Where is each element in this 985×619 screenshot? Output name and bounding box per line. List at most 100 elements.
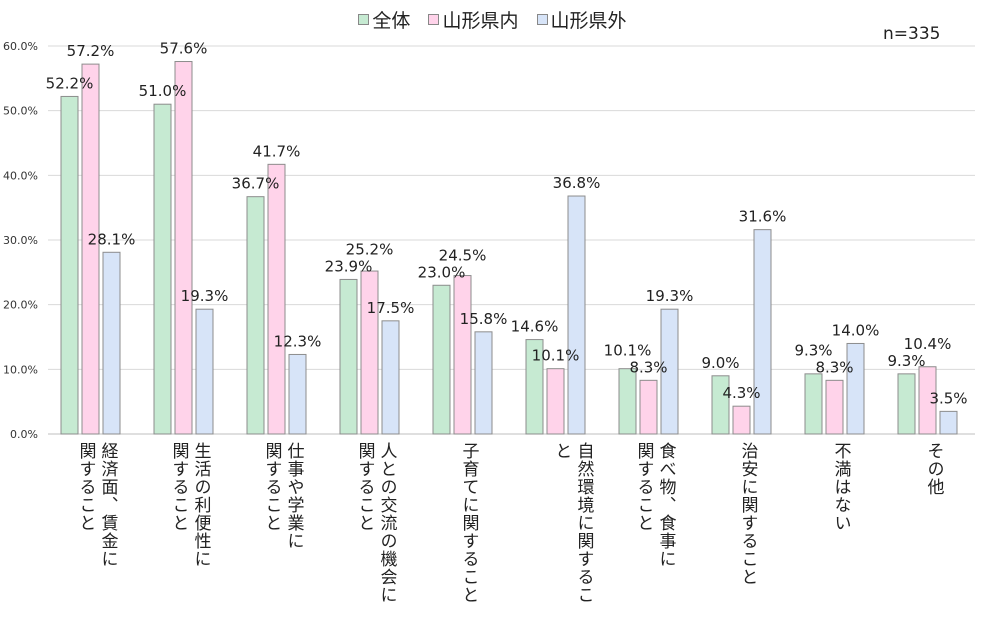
data-label: 10.1%	[532, 347, 580, 365]
bar	[339, 278, 358, 435]
bar	[918, 366, 937, 435]
bar	[288, 353, 307, 435]
data-label: 10.4%	[904, 335, 952, 353]
x-tick-label-line: 生活の利便性に	[190, 442, 211, 568]
data-label: 10.1%	[604, 341, 652, 359]
x-tick-label: 自然環境に関すること	[551, 442, 595, 619]
data-label: 23.0%	[418, 263, 466, 281]
data-label: 19.3%	[181, 287, 229, 305]
bar	[711, 375, 730, 435]
bar	[846, 342, 865, 435]
data-label: 23.9%	[325, 257, 373, 275]
y-tick-label: 40.0%	[3, 169, 38, 182]
x-tick-label: 生活の利便性に 関すること	[168, 442, 212, 568]
data-label: 31.6%	[739, 208, 787, 226]
data-label: 57.6%	[160, 40, 208, 58]
data-label: 57.2%	[67, 42, 115, 60]
bar	[381, 320, 400, 435]
data-label: 52.2%	[46, 74, 94, 92]
bar	[897, 373, 916, 435]
x-tick-label-line: 子育てに関すること	[458, 442, 479, 604]
bar	[453, 275, 472, 435]
data-label: 19.3%	[646, 287, 694, 305]
x-tick-label-line: 不満はない	[830, 442, 851, 532]
x-tick-label-line: 関すること	[633, 442, 654, 532]
data-label: 41.7%	[253, 142, 301, 160]
bar	[804, 373, 823, 435]
legend-label: 全体	[372, 10, 411, 32]
x-tick-label: 経済面、賃金に 関すること	[75, 442, 119, 568]
y-tick-label: 50.0%	[3, 105, 38, 118]
bar	[81, 63, 100, 435]
bar	[567, 195, 586, 435]
data-label: 9.3%	[794, 341, 832, 359]
x-tick-label: 不満はない	[830, 442, 852, 532]
bar	[60, 95, 79, 435]
data-label: 17.5%	[367, 299, 415, 317]
data-label: 36.8%	[553, 174, 601, 192]
data-label: 9.3%	[887, 352, 925, 370]
x-tick-label-line: 関すること	[168, 442, 189, 532]
y-tick-label: 0.0%	[10, 428, 38, 441]
legend-item-inside: 山形県内	[428, 6, 519, 33]
data-label: 9.0%	[701, 354, 739, 372]
legend-item-outside: 山形県外	[536, 6, 627, 33]
x-tick-label: 人との交流の機会に 関すること	[354, 442, 398, 604]
bar	[360, 270, 379, 435]
bar	[825, 379, 844, 435]
y-tick-label: 30.0%	[3, 234, 38, 247]
data-label: 12.3%	[274, 332, 322, 350]
x-tick-label-line: その他	[923, 442, 944, 496]
bar	[639, 379, 658, 435]
legend-swatch	[428, 14, 440, 25]
bar	[660, 308, 679, 435]
bar	[525, 339, 544, 435]
data-label: 14.6%	[511, 318, 559, 336]
bar	[939, 410, 958, 435]
bar	[153, 103, 172, 435]
legend-item-all: 全体	[358, 6, 410, 33]
data-label: 15.8%	[460, 310, 508, 328]
data-label: 51.0%	[139, 82, 187, 100]
legend-label: 山形県内	[442, 10, 519, 32]
x-tick-label-line: 治安に関すること	[737, 442, 758, 586]
bar	[618, 368, 637, 435]
bar	[174, 61, 193, 435]
sample-size-label: n=335	[883, 24, 941, 44]
bar	[546, 368, 565, 435]
data-label: 4.3%	[722, 384, 760, 402]
bar	[474, 331, 493, 435]
y-tick-label: 20.0%	[3, 299, 38, 312]
x-tick-label-line: 関すること	[261, 442, 282, 532]
x-tick-label-line: 人との交流の機会に	[376, 442, 397, 604]
legend: 全体 山形県内 山形県外	[0, 6, 985, 33]
y-tick-label: 10.0%	[3, 363, 38, 376]
data-label: 8.3%	[629, 358, 667, 376]
bar	[732, 405, 751, 435]
x-tick-label: 治安に関すること	[737, 442, 759, 586]
legend-label: 山形県外	[550, 10, 627, 32]
data-label: 24.5%	[439, 246, 487, 264]
x-tick-label-line: 自然環境に関すること	[551, 442, 594, 604]
data-label: 3.5%	[929, 389, 967, 407]
x-tick-label: 子育てに関すること	[458, 442, 480, 604]
x-tick-label-line: 関すること	[354, 442, 375, 532]
x-tick-label-line: 経済面、賃金に	[97, 442, 118, 568]
x-tick-label-line: 食べ物、食事に	[655, 442, 676, 568]
legend-swatch	[536, 14, 548, 25]
data-label: 8.3%	[815, 358, 853, 376]
data-label: 25.2%	[346, 240, 394, 258]
data-label: 14.0%	[832, 321, 880, 339]
bar	[432, 284, 451, 435]
bar	[102, 251, 121, 435]
bar	[195, 308, 214, 435]
x-tick-label: その他	[923, 442, 945, 496]
x-tick-label: 仕事や学業に 関すること	[261, 442, 305, 550]
legend-swatch	[358, 14, 370, 25]
x-tick-label: 食べ物、食事に 関すること	[633, 442, 677, 568]
x-tick-label-line: 仕事や学業に	[283, 442, 304, 550]
bar	[246, 196, 265, 435]
y-tick-label: 60.0%	[3, 40, 38, 53]
